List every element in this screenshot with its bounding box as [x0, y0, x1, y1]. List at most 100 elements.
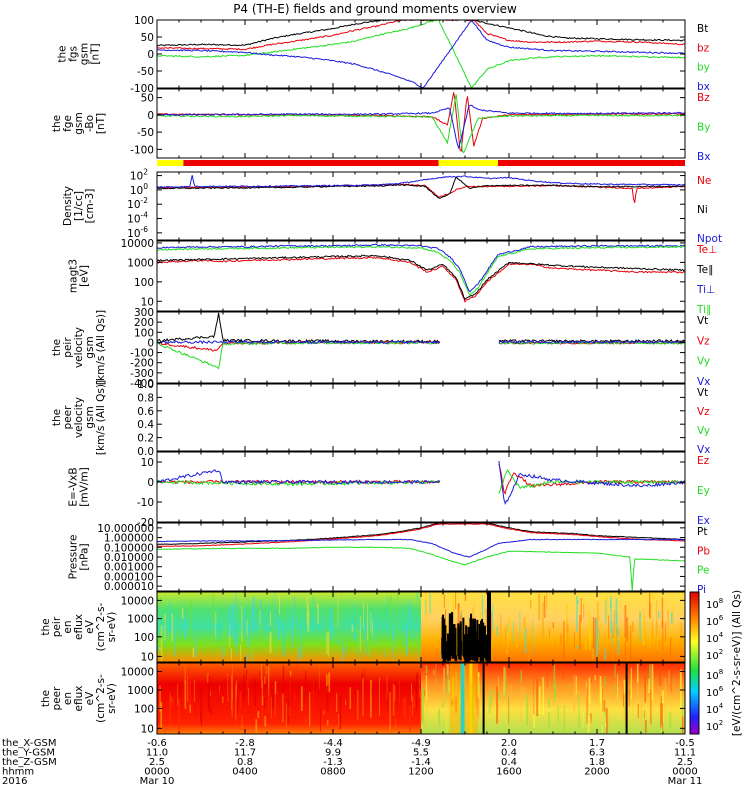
spectrogram-cell: [472, 607, 474, 625]
y-axis-label: eV: [84, 691, 96, 705]
spectrogram-cell: [409, 705, 412, 732]
spectrogram-cell: [307, 611, 310, 633]
spectrogram-cell: [542, 602, 544, 639]
spectrogram-cell: [328, 631, 330, 657]
legend-entry-Vy: Vy: [697, 425, 710, 437]
spectrogram-cell: [505, 626, 507, 653]
spectrogram-cell: [349, 687, 351, 710]
spectrogram-cell: [313, 680, 314, 710]
spectrogram-cell: [592, 647, 594, 660]
spectrogram-cell: [542, 677, 544, 716]
spectrogram-cell: [496, 625, 498, 637]
spectrogram-cell: [617, 637, 620, 641]
x-tick-label: Mar 11: [668, 776, 703, 787]
spectrogram-cell: [485, 609, 487, 632]
spectrogram-cell: [491, 604, 494, 632]
y-tick-label: 10.000000: [97, 523, 154, 535]
legend-entry-By: By: [697, 122, 710, 134]
spectrogram-cell: [232, 603, 234, 637]
spectrogram-cell: [474, 595, 475, 619]
spectrogram-cell: [646, 685, 648, 695]
x-tick-label: -0.5: [675, 738, 695, 749]
y-axis-label: peer: [62, 405, 74, 430]
spectrogram-cell: [243, 674, 245, 702]
spectrogram-cell: [460, 663, 465, 734]
plot-frame: [156, 383, 686, 452]
spectrogram-cell: [276, 625, 278, 649]
spectrogram-cell: [603, 700, 606, 712]
spectrogram-cell: [326, 674, 328, 686]
colorbar-tick-label: 102: [706, 719, 723, 733]
series-fgs-Bt: [157, 20, 685, 47]
spectrogram-cell: [270, 697, 272, 719]
spectrogram-cell: [648, 593, 651, 619]
spectrogram-cell: [157, 622, 159, 637]
spectrogram-cell: [587, 715, 590, 733]
spectrogram-cell: [416, 671, 419, 693]
spectrogram-cell: [478, 695, 480, 722]
y-axis-label: [eV]: [79, 265, 91, 287]
x-tick-label: 0400: [232, 767, 257, 778]
spectrogram-gap: [457, 623, 460, 657]
spectrogram-cell: [222, 645, 224, 659]
spectrogram-cell: [584, 640, 587, 651]
spectrogram-cell: [274, 642, 276, 657]
spectrogram-cell: [552, 699, 555, 706]
spectrogram-cell: [193, 679, 196, 702]
spectrogram-cell: [506, 628, 508, 651]
spectrogram-cell: [615, 611, 618, 634]
panel-peir_eflux: 10000 1000 100 10 the peir en eflux eV (cm^2-s-sr…: [40, 591, 686, 663]
spectrogram-cell: [582, 712, 584, 728]
spectrogram-cell: [448, 679, 450, 693]
colorbar-tick-label: 108: [706, 668, 723, 682]
spectrogram-cell: [610, 595, 612, 634]
y-tick-label: 0: [147, 49, 154, 61]
spectrogram-cell: [395, 718, 397, 728]
spectrogram-cell: [189, 704, 191, 713]
colorbar-tick-label: 104: [706, 631, 724, 645]
plot-frame: [156, 240, 686, 312]
spectrogram-cell: [337, 639, 339, 645]
series-peir_velocity-Vt: [157, 312, 685, 344]
spectrogram-cell: [215, 612, 217, 639]
spectrogram-cell: [309, 692, 311, 726]
spectrogram-cell: [590, 677, 593, 683]
spectrogram-cell: [402, 603, 403, 623]
x-tick-label: -2.8: [235, 738, 255, 749]
spectrogram-cell: [402, 697, 405, 718]
y-axis-label: [km/s (All Qs)]: [95, 380, 107, 455]
spectrogram-cell: [317, 608, 319, 632]
spectrogram-cell: [680, 621, 683, 643]
spectrogram-cell: [441, 702, 443, 708]
spectrogram-cell: [363, 601, 364, 629]
spectrogram-cell: [235, 696, 237, 724]
spectrogram-cell: [604, 708, 606, 718]
spectrogram-cell: [252, 602, 255, 617]
spectrogram-gap: [479, 632, 482, 657]
y-axis-label: eflux: [73, 614, 85, 640]
spectrogram-gap: [463, 648, 466, 660]
spectrogram-cell: [262, 665, 264, 697]
legend-entry-Ex: Ex: [697, 515, 710, 527]
y-tick-label: 0.000100: [104, 571, 154, 583]
spectrogram-cell: [215, 623, 217, 649]
spectrogram-cell: [615, 598, 618, 625]
spectrogram-cell: [309, 623, 312, 633]
spectrogram-cell: [356, 623, 358, 653]
series-peir_velocity-Vy: [157, 340, 685, 370]
spectrogram-cell: [630, 667, 632, 700]
spectrogram-cell: [481, 594, 484, 632]
y-axis-label: fge: [62, 115, 74, 132]
spectrogram-cell: [405, 625, 408, 655]
y-axis-label: peir: [51, 616, 63, 637]
x-tick-label: Mar 10: [140, 776, 175, 787]
legend-entry-Vx: Vx: [697, 376, 710, 388]
spectrogram-cell: [644, 719, 647, 734]
plot-frame: [156, 451, 686, 523]
spectrogram-gap: [485, 634, 488, 658]
spectrogram-cell: [392, 619, 394, 638]
spectrogram-cell: [386, 596, 388, 616]
spectrogram-cell: [398, 679, 400, 706]
spectrogram-cell: [362, 677, 364, 717]
y-tick-label: 1.000000: [104, 533, 154, 545]
